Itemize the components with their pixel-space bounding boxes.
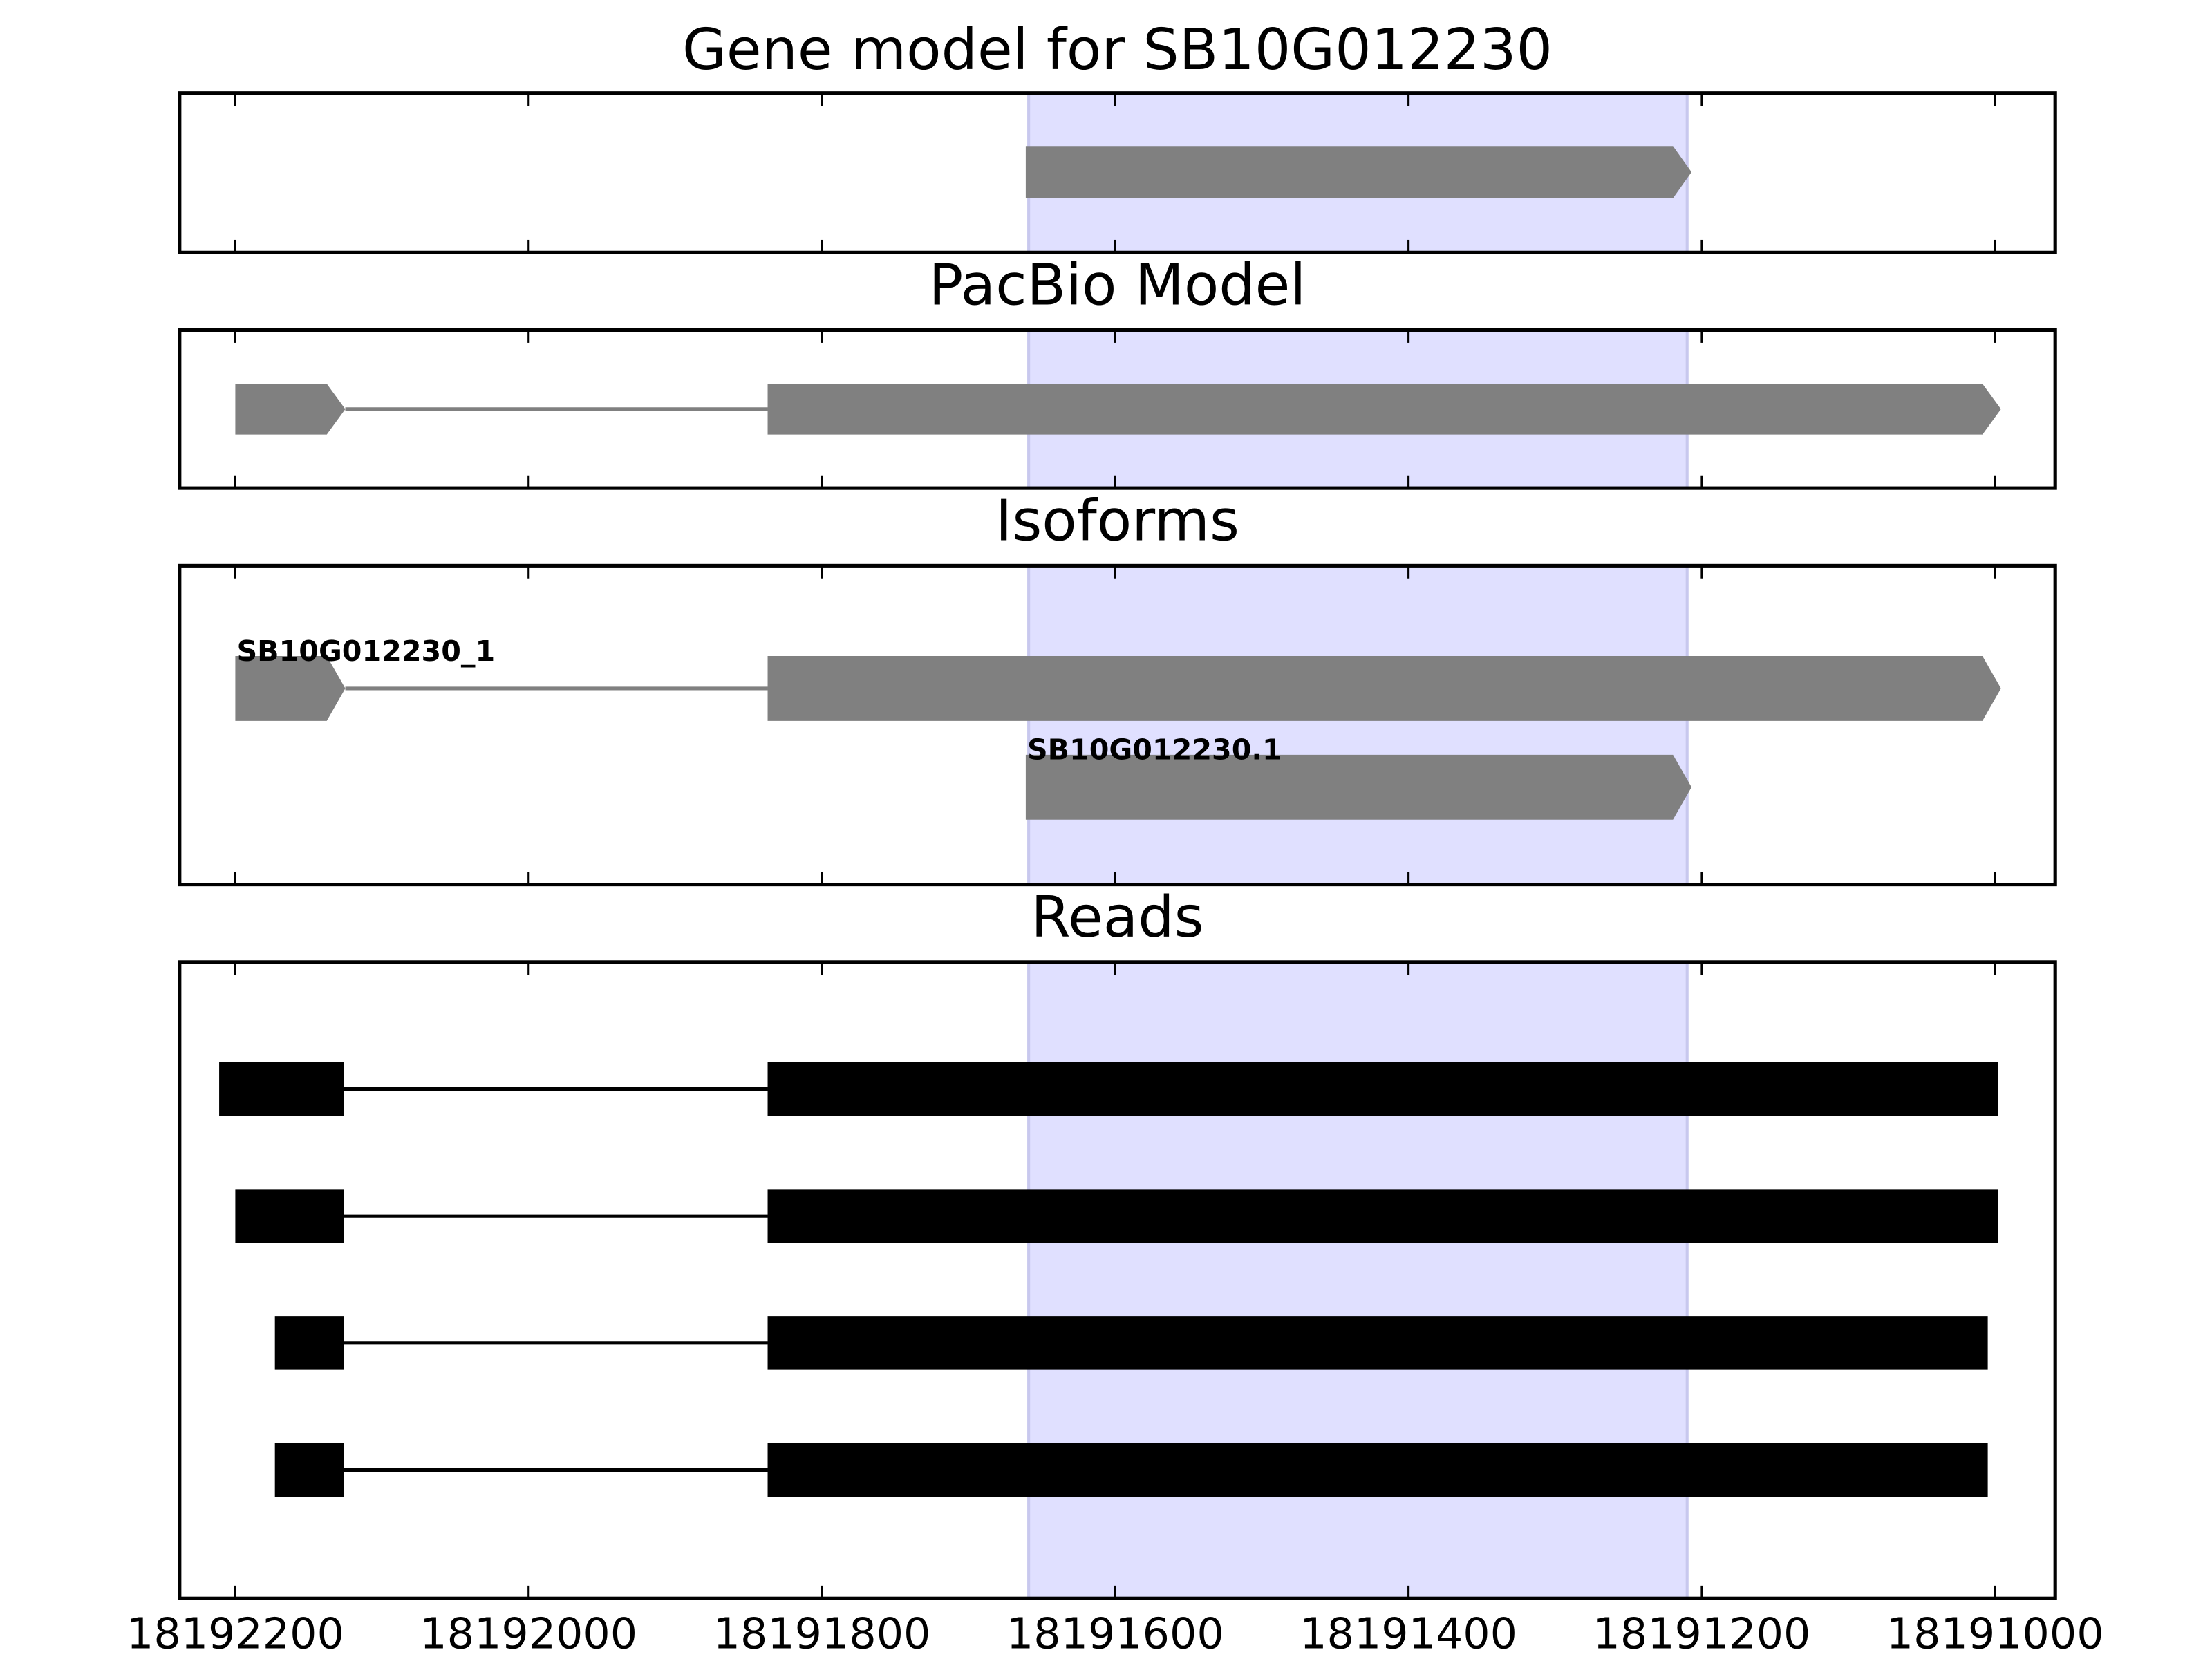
exon xyxy=(235,384,346,435)
exon xyxy=(767,1316,1988,1370)
exon xyxy=(767,1062,1998,1116)
panel-frame xyxy=(178,91,2057,254)
x-tick-label: 18191400 xyxy=(1300,1609,1517,1659)
feature-label: SB10G012230.1 xyxy=(1027,733,1282,767)
panel-frame xyxy=(178,960,2057,1600)
panel-frame xyxy=(178,563,2057,887)
exon xyxy=(219,1062,344,1116)
x-tick-label: 18192000 xyxy=(420,1609,637,1659)
exon xyxy=(767,384,2001,435)
x-tick-label: 18191600 xyxy=(1006,1609,1224,1659)
exon xyxy=(767,1189,1998,1243)
exon xyxy=(1025,146,1692,198)
highlight-region xyxy=(1027,960,1689,1600)
panel-title: Reads xyxy=(1031,885,1203,950)
feature-label: SB10G012230_1 xyxy=(236,635,495,668)
x-tick-label: 18191200 xyxy=(1593,1609,1811,1659)
exon xyxy=(1025,754,1692,820)
exon xyxy=(235,655,346,721)
exon xyxy=(274,1316,344,1370)
exon xyxy=(767,1443,1988,1497)
x-tick-label: 18191800 xyxy=(713,1609,931,1659)
x-tick-label: 18191000 xyxy=(1886,1609,2104,1659)
panel-title: Gene model for SB10G012230 xyxy=(682,17,1553,83)
exon xyxy=(274,1443,344,1497)
panel-title: Isoforms xyxy=(995,489,1239,554)
panel-frame xyxy=(178,328,2057,490)
highlight-region xyxy=(1027,564,1689,886)
panel-title: PacBio Model xyxy=(929,253,1306,319)
x-tick-label: 18192200 xyxy=(126,1609,344,1659)
exon xyxy=(767,655,2001,721)
exon xyxy=(235,1189,344,1243)
